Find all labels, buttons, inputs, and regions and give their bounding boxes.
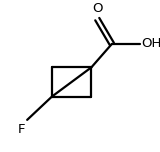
Text: OH: OH — [141, 37, 160, 50]
Text: F: F — [18, 123, 26, 136]
Text: O: O — [92, 2, 103, 15]
